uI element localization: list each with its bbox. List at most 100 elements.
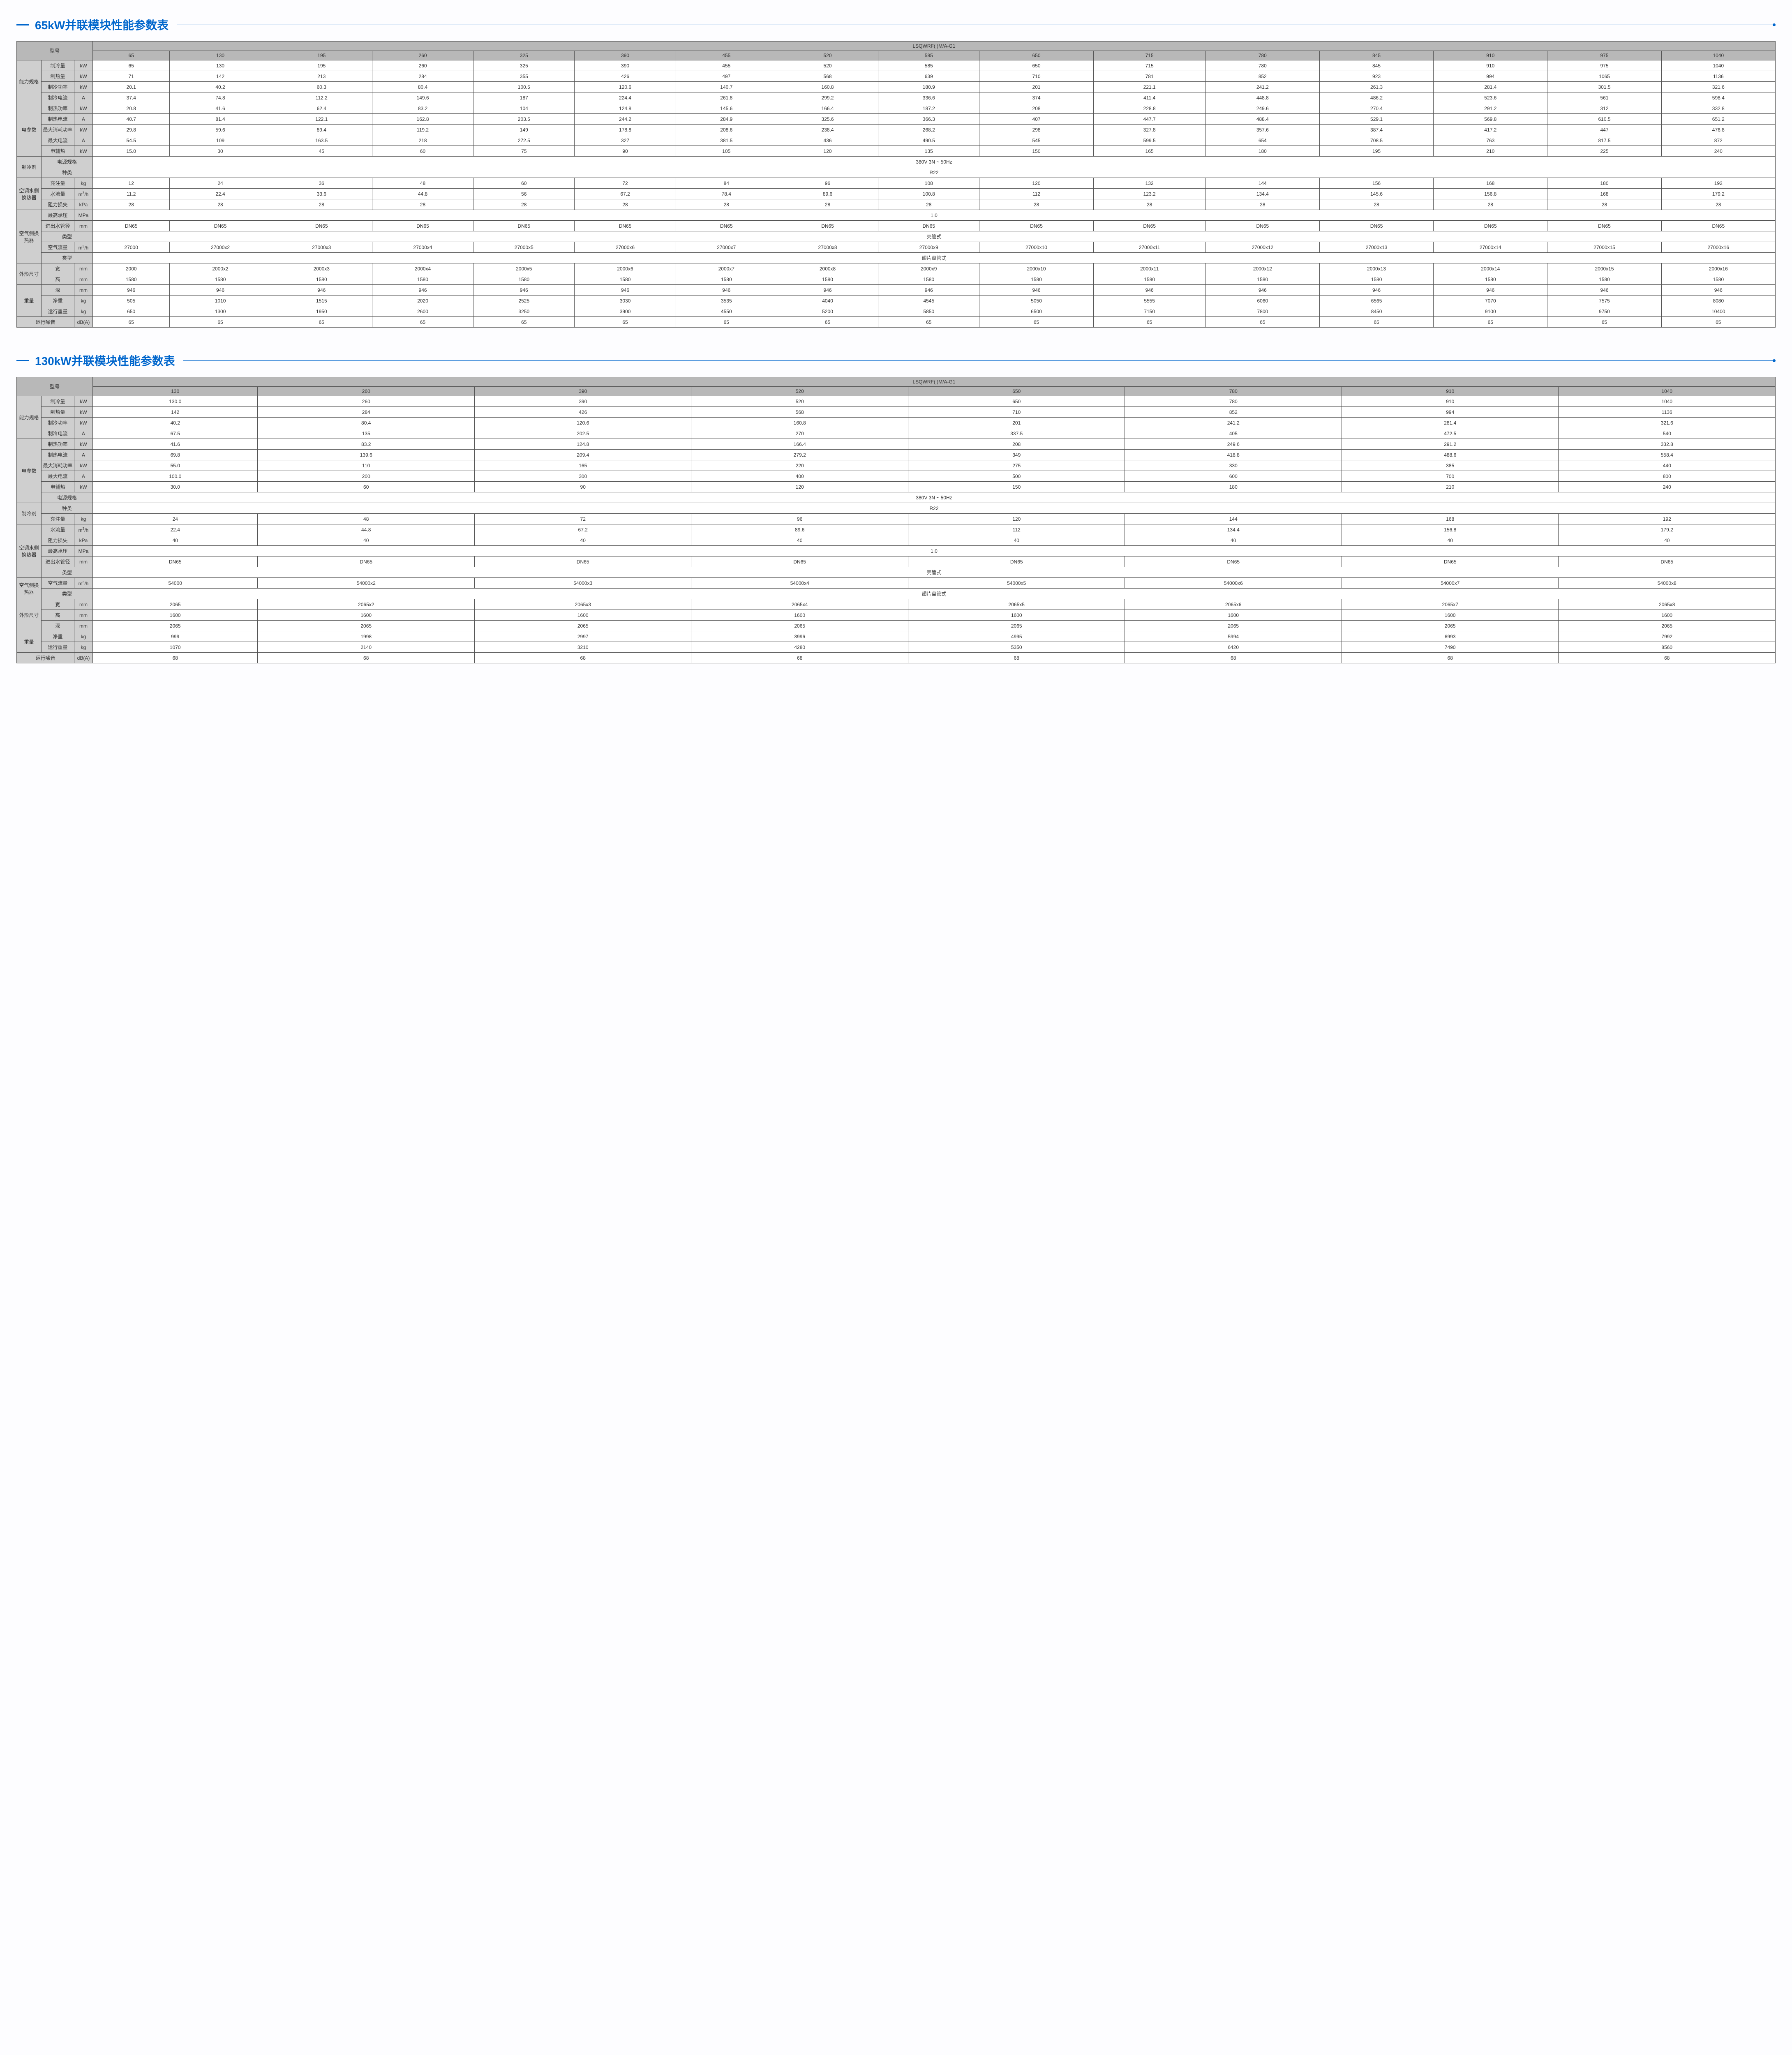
row-label: 最高承压	[42, 546, 74, 556]
category-label: 重量	[17, 631, 42, 653]
value-cell: 407	[979, 114, 1093, 125]
category-label: 制冷剂	[17, 157, 42, 178]
value-cell: 2000x12	[1205, 263, 1319, 274]
category-label: 制冷剂	[17, 503, 42, 524]
value-cell: 156.8	[1434, 189, 1547, 199]
value-cell: DN65	[93, 556, 258, 567]
row-label: 最大消耗功率	[42, 125, 74, 135]
value-cell: 3996	[691, 631, 908, 642]
value-cell: 104	[473, 103, 575, 114]
value-cell: 40	[1342, 535, 1559, 546]
value-cell: 780	[1205, 60, 1319, 71]
col-header: 910	[1342, 387, 1559, 396]
value-cell: 123.2	[1093, 189, 1205, 199]
value-cell: 332.8	[1661, 103, 1775, 114]
row-span-value: 380V 3N ~ 50Hz	[93, 492, 1776, 503]
value-cell: 1580	[878, 274, 979, 285]
value-cell: 336.6	[878, 92, 979, 103]
row-unit: A	[74, 428, 93, 439]
value-cell: 27000x16	[1661, 242, 1775, 253]
row-unit: kg	[74, 514, 93, 524]
value-cell: 327	[575, 135, 676, 146]
row-label: 制冷量	[42, 396, 74, 407]
value-cell: 27000x6	[575, 242, 676, 253]
title-dash	[16, 360, 29, 361]
row-label: 种类	[42, 503, 93, 514]
value-cell: 426	[575, 71, 676, 82]
value-cell: 29.8	[93, 125, 170, 135]
col-header: 390	[474, 387, 691, 396]
value-cell: 74.8	[170, 92, 271, 103]
row-label: 最大电流	[42, 471, 74, 482]
value-cell: 142	[170, 71, 271, 82]
value-cell: 946	[473, 285, 575, 296]
category-label: 电参数	[17, 439, 42, 503]
value-cell: 68	[93, 653, 258, 663]
value-cell: 28	[878, 199, 979, 210]
value-cell: 1580	[979, 274, 1093, 285]
value-cell: 60.3	[271, 82, 372, 92]
value-cell: 872	[1661, 135, 1775, 146]
value-cell: 112	[979, 189, 1093, 199]
value-cell: 180	[1547, 178, 1661, 189]
value-cell: 2000x9	[878, 263, 979, 274]
row-unit: kg	[74, 296, 93, 306]
value-cell: 357.6	[1205, 125, 1319, 135]
row-unit: kPa	[74, 199, 93, 210]
value-cell: 946	[878, 285, 979, 296]
row-span-value: R22	[93, 167, 1776, 178]
value-cell: 2000x16	[1661, 263, 1775, 274]
col-header: 260	[258, 387, 475, 396]
row-unit: A	[74, 450, 93, 460]
value-cell: 65	[1547, 317, 1661, 328]
value-cell: DN65	[691, 556, 908, 567]
value-cell: 321.6	[1559, 418, 1776, 428]
value-cell: 1065	[1547, 71, 1661, 82]
row-label: 净重	[42, 296, 74, 306]
value-cell: 160.8	[777, 82, 878, 92]
row-label: 制热功率	[42, 439, 74, 450]
value-cell: 96	[691, 514, 908, 524]
value-cell: 100.0	[93, 471, 258, 482]
value-cell: 279.2	[691, 450, 908, 460]
value-cell: 1136	[1661, 71, 1775, 82]
value-cell: 135	[258, 428, 475, 439]
value-cell: 1600	[1342, 610, 1559, 621]
value-cell: 1580	[1319, 274, 1433, 285]
value-cell: 201	[908, 418, 1125, 428]
value-cell: 946	[372, 285, 473, 296]
category-label: 重量	[17, 285, 42, 317]
row-label: 电源规格	[42, 492, 93, 503]
row-label: 净重	[42, 631, 74, 642]
value-cell: 1300	[170, 306, 271, 317]
value-cell: 800	[1559, 471, 1776, 482]
row-label: 制热功率	[42, 103, 74, 114]
value-cell: 600	[1125, 471, 1342, 482]
value-cell: 2065	[1559, 621, 1776, 631]
row-unit: mm	[74, 556, 93, 567]
title-text: 130kW并联模块性能参数表	[35, 352, 175, 369]
row-label: 最高承压	[42, 210, 74, 221]
value-cell: 208.6	[676, 125, 777, 135]
row-label: 充注量	[42, 178, 74, 189]
value-cell: 436	[777, 135, 878, 146]
row-label: 类型	[42, 231, 93, 242]
row-unit: m3/h	[74, 242, 93, 253]
value-cell: 28	[1093, 199, 1205, 210]
value-cell: 65	[878, 317, 979, 328]
value-cell: 27000x14	[1434, 242, 1547, 253]
value-cell: 40	[258, 535, 475, 546]
value-cell: 2065	[93, 621, 258, 631]
value-cell: 65	[473, 317, 575, 328]
value-cell: 40	[474, 535, 691, 546]
value-cell: 54.5	[93, 135, 170, 146]
value-cell: 529.1	[1319, 114, 1433, 125]
category-label: 空调水侧换热器	[17, 524, 42, 578]
row-label: 制冷功率	[42, 418, 74, 428]
row-span-value: 翅片盘管式	[93, 589, 1776, 599]
value-cell: 2000	[93, 263, 170, 274]
value-cell: 220	[691, 460, 908, 471]
row-unit: mm	[74, 285, 93, 296]
value-cell: 1580	[1661, 274, 1775, 285]
col-header: 780	[1125, 387, 1342, 396]
